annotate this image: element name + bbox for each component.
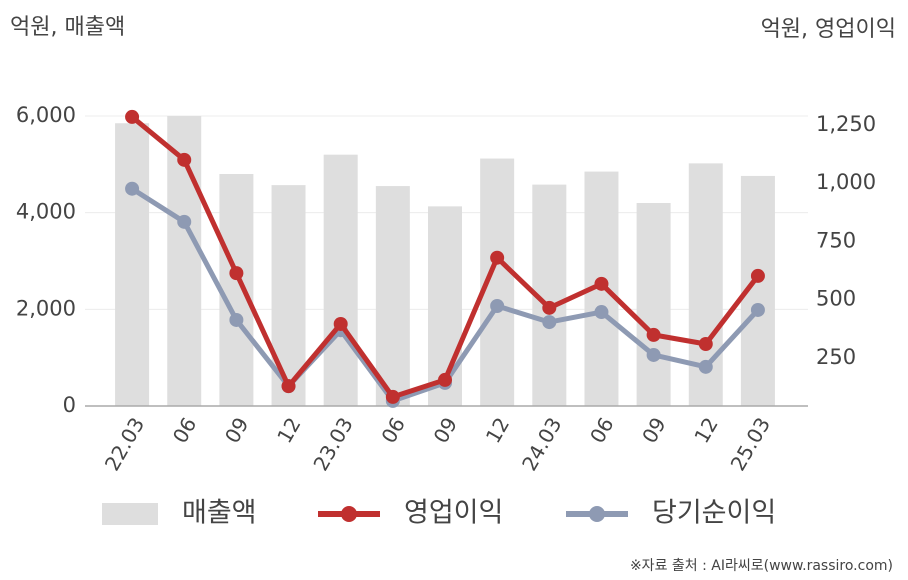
point (542, 300, 557, 315)
x-tick-label: 09 (429, 413, 463, 447)
point (438, 372, 452, 387)
point (229, 312, 244, 327)
legend-label: 영업이익 (404, 498, 503, 529)
legend-swatch (102, 503, 158, 525)
y2-tick-label: 1,000 (816, 170, 876, 194)
y-tick-label: 6,000 (16, 103, 76, 127)
point (385, 389, 400, 404)
x-tick-label: 24.03 (517, 413, 566, 475)
point (177, 214, 192, 229)
legend-swatch (589, 506, 605, 522)
x-tick-label: 12 (272, 413, 306, 447)
point (125, 109, 140, 124)
point (750, 302, 765, 317)
y-tick-label: 2,000 (16, 296, 76, 320)
bar (428, 206, 462, 406)
point (490, 250, 505, 265)
bar (636, 203, 671, 406)
point (333, 316, 348, 331)
x-tick-label: 06 (376, 413, 410, 447)
point (698, 336, 713, 351)
legend-swatch (341, 506, 357, 522)
left-unit: 억원, 매출액 (10, 15, 125, 40)
bar (219, 174, 254, 406)
point (490, 298, 505, 313)
source: ※자료 출처 : AI라씨로(www.rassiro.com) (630, 558, 893, 574)
y-tick-label: 0 (63, 393, 76, 417)
right-unit: 억원, 영업이익 (761, 17, 896, 42)
legend-label: 당기순이익 (652, 498, 776, 529)
point (125, 181, 140, 196)
x-tick-label: 12 (481, 413, 515, 447)
y2-tick-label: 1,250 (816, 112, 876, 136)
point (646, 327, 661, 342)
x-tick-label: 12 (689, 413, 723, 447)
bar (323, 154, 358, 406)
y-tick-label: 4,000 (16, 200, 76, 224)
point (229, 266, 244, 281)
point (750, 268, 765, 283)
bar (115, 123, 150, 406)
x-tick-label: 22.03 (100, 413, 149, 475)
x-tick-label: 06 (168, 413, 202, 447)
point (698, 359, 713, 374)
x-tick-label: 25.03 (726, 413, 775, 475)
point (594, 305, 609, 320)
y2-tick-label: 250 (816, 345, 856, 369)
x-tick-label: 09 (637, 413, 671, 447)
point (281, 379, 296, 394)
y2-tick-label: 750 (816, 228, 856, 252)
point (177, 152, 192, 167)
x-tick-label: 23.03 (308, 413, 357, 475)
point (594, 276, 609, 291)
point (646, 347, 661, 362)
x-tick-label: 09 (220, 413, 254, 447)
point (542, 315, 557, 330)
y2-tick-label: 500 (816, 287, 856, 311)
legend-label: 매출액 (182, 498, 257, 529)
x-tick-label: 06 (585, 413, 619, 447)
bar (375, 186, 410, 406)
